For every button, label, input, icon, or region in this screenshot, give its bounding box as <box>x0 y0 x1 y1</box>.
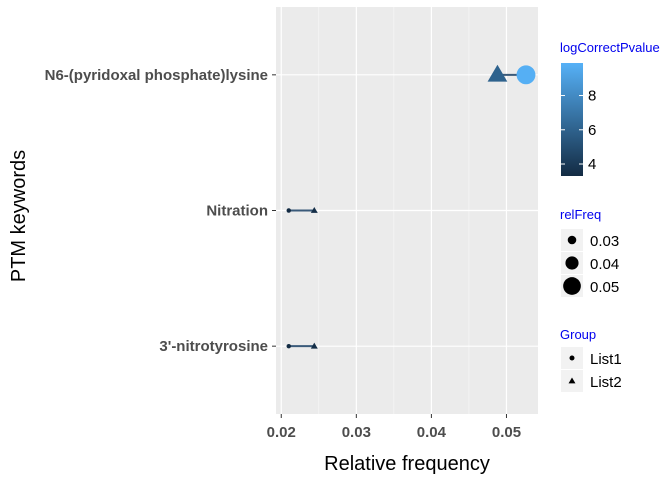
size-key-label: 0.03 <box>590 233 619 250</box>
colorbar-label: 6 <box>588 122 596 139</box>
colorbar <box>561 63 583 176</box>
legend-size-title: relFreq <box>560 207 601 222</box>
x-axis: 0.02 0.03 0.04 0.05 <box>267 414 521 441</box>
y-tick-label: Nitration <box>206 203 268 220</box>
shape-key-circle <box>569 355 575 361</box>
x-tick-label: 0.03 <box>342 424 371 441</box>
y-axis: 3'-nitrotyrosine Nitration N6-(pyridoxal p… <box>45 67 276 355</box>
point-list1 <box>516 65 536 85</box>
point-list1 <box>286 343 291 349</box>
legend-size: relFreq 0.03 0.04 0.05 <box>560 207 619 297</box>
point-list2 <box>310 206 318 213</box>
size-key-dot <box>563 277 581 295</box>
shape-key-label: List1 <box>590 351 622 368</box>
legend-color-title: logCorrectPvalue <box>560 40 660 55</box>
legend-shape: Group List1 List2 <box>560 327 622 392</box>
size-key-dot <box>567 235 577 245</box>
point-list1 <box>286 208 291 213</box>
legend-color: logCorrectPvalue 4 6 8 <box>560 40 660 176</box>
data-points <box>286 64 536 349</box>
x-axis-title: Relative frequency <box>324 453 490 475</box>
point-list2 <box>487 64 508 82</box>
y-tick-label: 3'-nitrotyrosine <box>159 338 268 355</box>
colorbar-ticks: 4 6 8 <box>561 88 596 173</box>
size-key-label: 0.05 <box>590 279 619 296</box>
y-axis-title: PTM keywords <box>8 150 30 282</box>
colorbar-label: 4 <box>588 156 596 173</box>
x-tick-label: 0.02 <box>267 424 296 441</box>
y-tick-label: N6-(pyridoxal phosphate)lysine <box>45 67 268 84</box>
size-key-label: 0.04 <box>590 256 619 273</box>
x-tick-label: 0.04 <box>417 424 447 441</box>
shape-key-triangle <box>568 377 576 384</box>
shape-key-label: List2 <box>590 374 622 391</box>
colorbar-label: 8 <box>588 88 596 105</box>
legend-shape-title: Group <box>560 327 596 342</box>
point-list2 <box>310 342 318 349</box>
x-tick-label: 0.05 <box>492 424 521 441</box>
size-key-dot <box>565 256 579 270</box>
